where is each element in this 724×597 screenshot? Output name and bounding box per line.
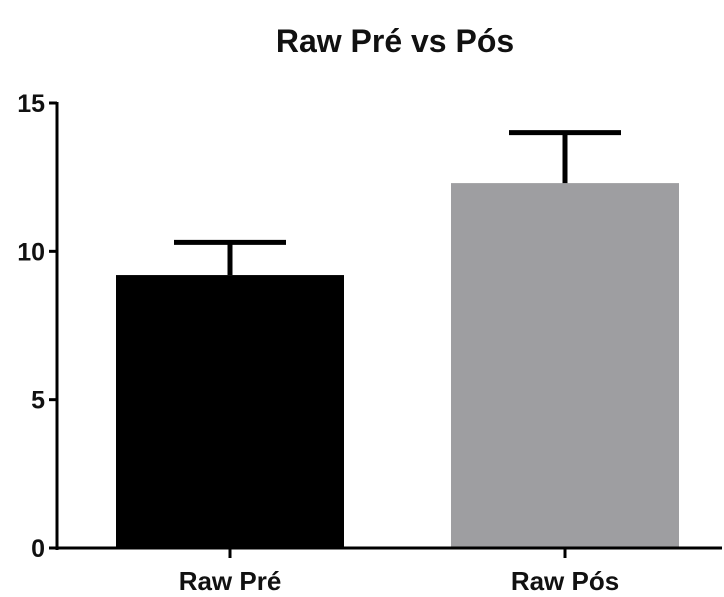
x-category-label-0: Raw Pré: [179, 566, 282, 596]
chart-title: Raw Pré vs Pós: [276, 23, 514, 59]
category-labels-layer: Raw Pré Raw Pós: [179, 566, 619, 596]
axes-layer: [49, 101, 722, 558]
bar-0: [116, 275, 344, 548]
y-tick-label-3: 15: [17, 90, 45, 118]
bar-1: [451, 183, 679, 548]
bars-layer: [116, 183, 679, 548]
tick-labels-layer: 0 5 10 15: [17, 90, 45, 563]
x-category-label-1: Raw Pós: [511, 566, 619, 596]
error-bars-layer: [174, 130, 621, 276]
y-tick-label-2: 10: [17, 238, 45, 266]
y-tick-label-0: 0: [31, 535, 45, 563]
y-tick-label-1: 5: [31, 387, 45, 415]
